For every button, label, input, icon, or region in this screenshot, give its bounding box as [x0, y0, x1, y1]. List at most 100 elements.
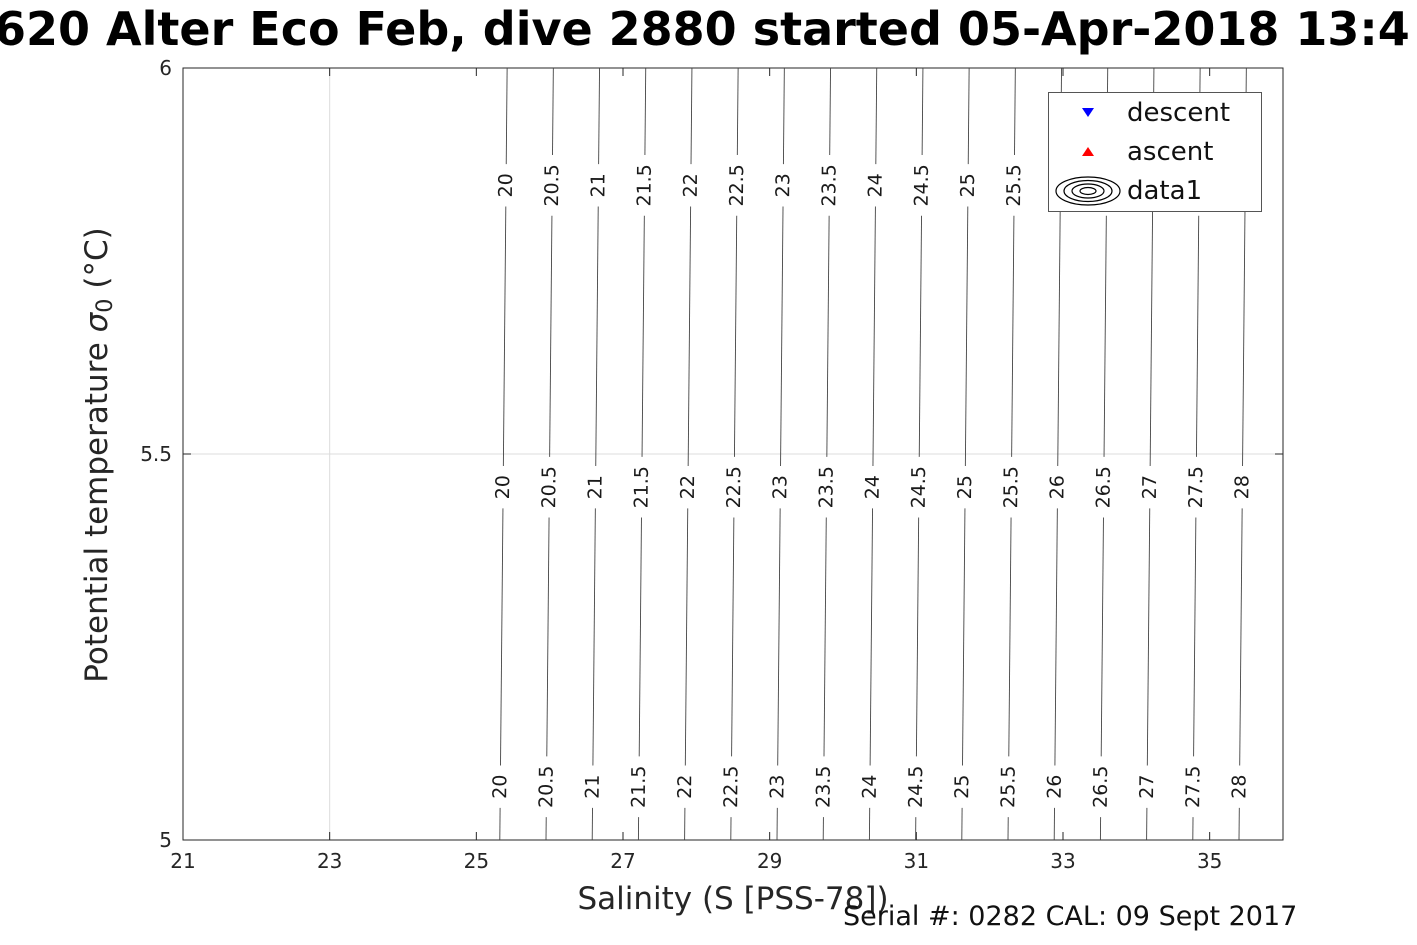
contour-line [1011, 215, 1015, 457]
contour-label: 25.5 [1000, 466, 1022, 509]
contour-label: 23 [769, 475, 791, 499]
ascent-marker-cell [1049, 147, 1127, 157]
contour-line [549, 215, 553, 457]
contour-line [962, 508, 966, 766]
contour-label: 20 [495, 173, 517, 197]
contour-line [964, 206, 969, 467]
contour-label: 26.5 [1090, 765, 1112, 808]
contour-line [690, 67, 693, 165]
contour-line [829, 67, 831, 155]
contour-label: 24.5 [911, 164, 933, 207]
contour-line [869, 508, 873, 766]
contour-line [592, 508, 596, 766]
sigma-symbol: σ [79, 312, 115, 333]
contour-label: 24 [865, 173, 887, 197]
contour-line [826, 215, 830, 457]
contour-label: 27 [1139, 475, 1161, 499]
legend-item-ascent: ascent [1049, 133, 1261, 171]
contour-label: 24 [859, 775, 881, 799]
x-tick-label: 35 [1197, 849, 1222, 873]
contour-label: 27 [1136, 775, 1158, 799]
contour-label: 28 [1231, 475, 1253, 499]
data1-marker-cell [1049, 174, 1127, 208]
contour-label: 24 [862, 475, 884, 499]
sigma-subscript: 0 [91, 298, 118, 313]
x-axis-label: Salinity (S [PSS-78]) [577, 881, 889, 917]
x-tick-label: 23 [317, 849, 342, 873]
x-tick-label: 21 [170, 849, 195, 873]
y-tick-label: 5.5 [140, 442, 172, 466]
contour-line [1054, 508, 1058, 766]
contour-line [502, 206, 507, 467]
contour-label: 20 [492, 475, 514, 499]
contour-line [500, 508, 504, 766]
contour-line [875, 67, 878, 165]
descent-marker-cell [1049, 108, 1127, 118]
y-axis-label-prefix: Potential temperature [79, 332, 115, 683]
contour-label: 26.5 [1093, 466, 1115, 509]
contour-line [782, 67, 785, 165]
contour-label: 23.5 [813, 765, 835, 808]
data1-contour-rings-icon [1055, 176, 1121, 206]
contour-label: 21.5 [631, 466, 653, 509]
contour-line [918, 215, 922, 457]
contour-line [505, 67, 508, 165]
serial-annotation: Serial #: 0282 CAL: 09 Sept 2017 [843, 901, 1298, 932]
contour-line [915, 517, 920, 757]
ascent-triangle-up-icon [1082, 147, 1094, 157]
contour-line [780, 206, 784, 467]
contour-line [595, 206, 599, 467]
contour-line [641, 215, 645, 457]
legend-item-descent: descent [1049, 94, 1261, 132]
contour-line [1146, 508, 1151, 766]
x-tick-label: 31 [904, 849, 929, 873]
contour-label: 28 [1228, 775, 1250, 799]
legend-item-data1: data1 [1049, 172, 1261, 210]
contour-label: 25 [951, 775, 973, 799]
contour-label: 22.5 [720, 765, 742, 808]
contour-line [644, 67, 647, 155]
contour-label: 22 [674, 775, 696, 799]
contour-line [598, 67, 600, 165]
contour-line [921, 67, 924, 155]
contour-label: 21.5 [633, 164, 655, 207]
contour-line [1195, 215, 1200, 457]
x-tick-label: 29 [757, 849, 782, 873]
contour-line [1057, 206, 1061, 467]
descent-triangle-down-icon [1082, 108, 1094, 118]
contour-label: 23.5 [815, 466, 837, 509]
contour-label: 23 [766, 775, 788, 799]
contour-label: 22 [677, 475, 699, 499]
contour-label: 25.5 [1003, 164, 1025, 207]
contour-label: 20.5 [541, 164, 563, 207]
contour-line [1008, 517, 1012, 757]
contour-label: 22.5 [723, 466, 745, 509]
contour-label: 22 [680, 173, 702, 197]
contour-label: 21 [587, 173, 609, 197]
contour-label: 23.5 [818, 164, 840, 207]
legend-label-ascent: ascent [1127, 136, 1214, 167]
contour-line [733, 215, 738, 457]
contour-line [1149, 206, 1154, 467]
contour-label: 27.5 [1185, 466, 1207, 509]
contour-label: 27.5 [1182, 765, 1204, 808]
y-tick-label: 6 [159, 56, 172, 80]
y-axis-label-suffix: (°C) [79, 227, 115, 299]
contour-line [731, 517, 735, 757]
contour-label: 21 [582, 775, 604, 799]
contour-line [546, 517, 550, 757]
legend-label-descent: descent [1127, 97, 1231, 128]
contour-line [638, 517, 642, 757]
contour-label: 24.5 [908, 466, 930, 509]
y-axis-label: Potential temperature σ0 (°C) [79, 227, 118, 683]
contour-label: 26 [1046, 475, 1068, 499]
contour-label: 24.5 [905, 765, 927, 808]
contour-line [1100, 517, 1104, 757]
contour-line [872, 206, 876, 467]
contour-label: 26 [1044, 775, 1066, 799]
contour-line [736, 67, 739, 155]
contour-line [777, 508, 781, 766]
x-tick-label: 33 [1050, 849, 1075, 873]
